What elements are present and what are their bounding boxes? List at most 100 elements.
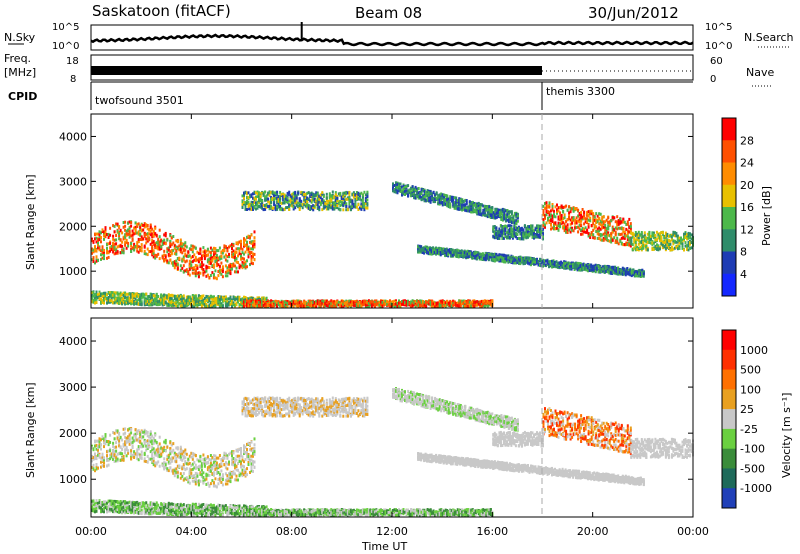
data-cell (211, 259, 214, 263)
data-cell (241, 266, 244, 270)
data-cell (131, 292, 134, 296)
data-cell (328, 192, 331, 196)
data-cell (196, 258, 199, 262)
data-cell (309, 195, 312, 198)
data-cell (291, 201, 294, 205)
data-cell (208, 303, 211, 307)
data-cell (116, 301, 119, 305)
data-cell (119, 299, 122, 303)
data-cell (166, 247, 169, 251)
data-cell (184, 302, 187, 306)
data-cell (208, 250, 211, 254)
data-cell (283, 201, 286, 205)
data-cell (101, 248, 104, 252)
data-cell (212, 295, 215, 299)
data-cell (140, 300, 143, 304)
data-cell (240, 239, 242, 243)
data-cell (253, 206, 256, 210)
data-cell (232, 252, 235, 256)
data-cell (256, 205, 259, 208)
data-cell (223, 297, 226, 301)
data-cell (199, 257, 202, 260)
data-cell (109, 291, 112, 295)
data-cell (244, 204, 247, 208)
data-cell (261, 191, 264, 195)
data-cell (91, 251, 93, 255)
data-cell (235, 247, 238, 251)
data-cell (151, 232, 154, 236)
data-cell (231, 304, 233, 308)
data-cell (324, 205, 327, 209)
data-cell (136, 294, 139, 298)
data-cell (313, 204, 316, 208)
data-cell (157, 303, 160, 307)
data-cell (170, 261, 173, 265)
data-cell (191, 244, 194, 248)
data-cell (259, 199, 262, 202)
data-cell (107, 296, 110, 299)
data-cell (148, 301, 151, 305)
data-cell (234, 296, 236, 300)
data-cell (231, 250, 233, 254)
data-cell (247, 245, 250, 249)
data-cell (267, 197, 270, 201)
data-cell (113, 242, 116, 246)
data-cell (181, 297, 184, 300)
data-cell (131, 229, 134, 233)
data-cell (250, 233, 253, 237)
data-cell (145, 237, 148, 241)
data-cell (160, 247, 163, 251)
data-cell (199, 251, 202, 255)
data-cell (221, 275, 224, 279)
data-cell (244, 238, 247, 242)
data-cell (124, 224, 127, 228)
data-cell (140, 296, 143, 300)
data-cell (285, 194, 288, 198)
data-cell (212, 304, 215, 308)
data-cell (264, 207, 267, 211)
data-cell (112, 247, 115, 251)
data-cell (250, 208, 253, 211)
data-cell (273, 198, 276, 202)
data-cell (166, 259, 169, 263)
data-cell (208, 305, 211, 308)
data-cell (173, 302, 176, 306)
cpid-panel: CPID twofsound 3501 themis 3300 (8, 81, 693, 110)
data-cell (298, 202, 301, 205)
data-cell (240, 242, 242, 246)
data-cell (127, 292, 130, 296)
data-cell (91, 296, 93, 300)
data-cell (95, 232, 98, 236)
data-cell (94, 294, 96, 298)
data-cell (154, 253, 157, 257)
data-cell (303, 194, 306, 198)
data-cell (166, 294, 169, 298)
data-cell (115, 222, 118, 226)
data-cell (121, 300, 124, 304)
data-cell (199, 247, 202, 251)
data-cell (276, 196, 279, 200)
data-cell (228, 301, 230, 305)
data-cell (193, 253, 196, 257)
data-cell (209, 274, 212, 277)
data-cell (250, 200, 253, 204)
data-cell (238, 304, 241, 308)
data-cell (191, 296, 194, 300)
data-cell (98, 292, 101, 296)
data-cell (175, 245, 178, 249)
data-cell (149, 229, 152, 233)
data-cell (252, 241, 254, 245)
data-cell (212, 265, 215, 269)
data-cell (304, 199, 307, 202)
data-cell (184, 304, 187, 308)
data-cell (319, 201, 322, 205)
data-cell (328, 199, 331, 203)
data-cell (100, 297, 102, 301)
data-cell (238, 303, 241, 307)
data-cell (250, 254, 253, 258)
data-cell (136, 249, 139, 253)
data-cell (191, 250, 194, 254)
data-cell (190, 260, 193, 264)
data-cell (175, 239, 178, 243)
data-cell (157, 301, 160, 305)
